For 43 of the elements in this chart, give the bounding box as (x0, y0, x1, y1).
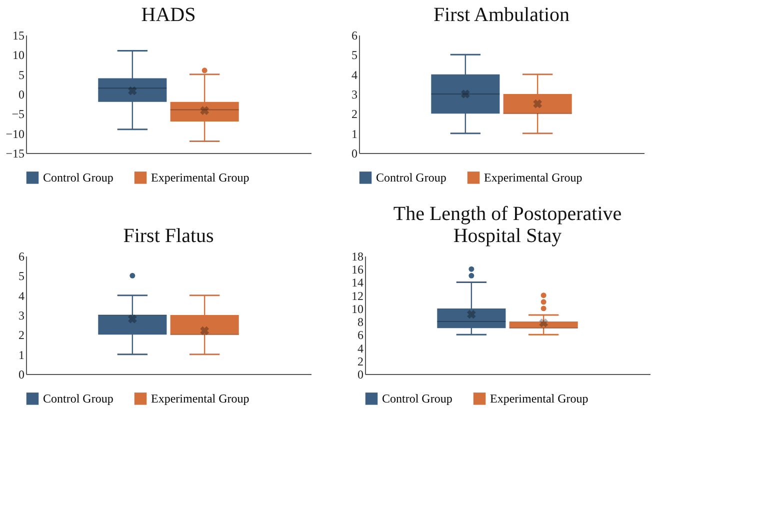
y-tick-label: −5 (12, 107, 24, 122)
y-tick-label: 4 (18, 288, 24, 303)
y-tick-label: 10 (12, 48, 24, 62)
y-tick-label: 14 (352, 276, 364, 290)
y-tick-label: 2 (352, 107, 358, 122)
y-tick-label: 2 (358, 354, 364, 368)
y-tick-label: 5 (352, 48, 358, 62)
y-tick-label: 16 (352, 262, 364, 277)
y-tick-label: 10 (352, 302, 364, 316)
y-tick-label: 5 (18, 269, 24, 284)
y-tick-label: 2 (18, 328, 24, 342)
y-tick-label: 6 (352, 28, 358, 42)
legend-label: Control Group (43, 170, 114, 185)
y-tick-label: 0 (18, 368, 24, 382)
y-tick-label: −15 (6, 146, 24, 160)
y-tick-label: 15 (12, 28, 24, 42)
legend-label: Experimental Group (490, 392, 588, 406)
chart-title: First Ambulation (433, 4, 570, 26)
y-tick-label: 3 (18, 308, 24, 322)
legend-label: Experimental Group (151, 392, 250, 406)
chart-title: First Flatus (123, 225, 214, 247)
y-tick-label: 0 (18, 88, 24, 102)
y-tick-label: 5 (18, 68, 24, 82)
y-tick-label: 12 (352, 288, 364, 303)
y-tick-label: 6 (358, 328, 364, 342)
y-tick-label: 6 (18, 250, 24, 264)
y-tick-label: 0 (352, 146, 358, 160)
legend-label: Control Group (376, 170, 446, 185)
y-tick-label: 1 (18, 348, 24, 362)
legend-label: Experimental Group (484, 170, 582, 185)
chart-title: The Length of Postoperative Hospital Stay (393, 203, 622, 247)
legend-label: Control Group (43, 392, 114, 406)
y-tick-label: 4 (352, 68, 358, 82)
legend-label: Control Group (382, 392, 452, 406)
y-tick-label: 3 (352, 88, 358, 102)
chart-title: HADS (141, 4, 196, 26)
legend-label: Experimental Group (151, 170, 250, 185)
y-tick-label: 8 (358, 315, 364, 330)
y-tick-label: 0 (358, 368, 364, 382)
y-tick-label: 18 (352, 250, 364, 264)
y-tick-label: 4 (358, 341, 364, 356)
y-tick-label: 1 (352, 126, 358, 141)
y-tick-label: −10 (6, 126, 24, 141)
